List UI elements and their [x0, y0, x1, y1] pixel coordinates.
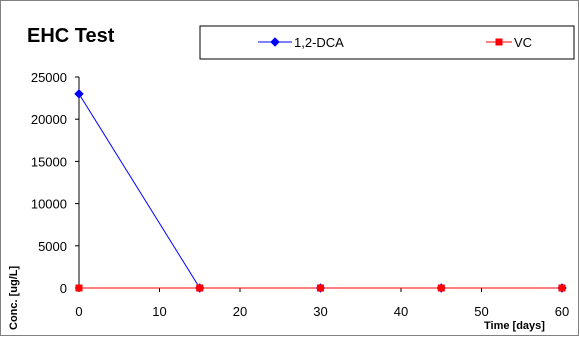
- y-tick-label: 5000: [38, 239, 67, 254]
- x-tick-label: 10: [152, 304, 166, 319]
- data-point: [437, 284, 445, 292]
- legend: 1,2-DCA VC: [258, 35, 532, 50]
- y-tick-label: 10000: [31, 197, 67, 212]
- x-tick-label: 50: [474, 304, 488, 319]
- x-tick-label: 20: [233, 304, 247, 319]
- x-tick-label: 0: [75, 304, 82, 319]
- legend-item: 1,2-DCA: [258, 35, 344, 50]
- data-point: [74, 89, 84, 99]
- series-VC: [75, 284, 566, 292]
- x-axis-label: Time [days]: [484, 320, 545, 332]
- x-tick-label: 30: [313, 304, 327, 319]
- legend-item: VC: [486, 35, 532, 50]
- y-tick-label: 25000: [31, 70, 67, 85]
- legend-marker: [270, 37, 280, 47]
- chart-title: EHC Test: [27, 25, 115, 47]
- y-axis-label: Conc. [ug/L]: [8, 266, 20, 330]
- legend-marker: [495, 38, 503, 46]
- x-tick-label: 40: [394, 304, 408, 319]
- series-layer: [74, 89, 567, 293]
- data-point: [196, 284, 204, 292]
- y-tick-label: 15000: [31, 154, 67, 169]
- y-tick-label: 20000: [31, 112, 67, 127]
- data-point: [558, 284, 566, 292]
- data-point: [317, 284, 324, 292]
- legend-label: 1,2-DCA: [294, 35, 344, 50]
- legend-label: VC: [514, 35, 532, 50]
- y-tick-label: 0: [60, 281, 67, 296]
- x-tick-label: 60: [555, 304, 569, 319]
- data-point: [75, 284, 83, 292]
